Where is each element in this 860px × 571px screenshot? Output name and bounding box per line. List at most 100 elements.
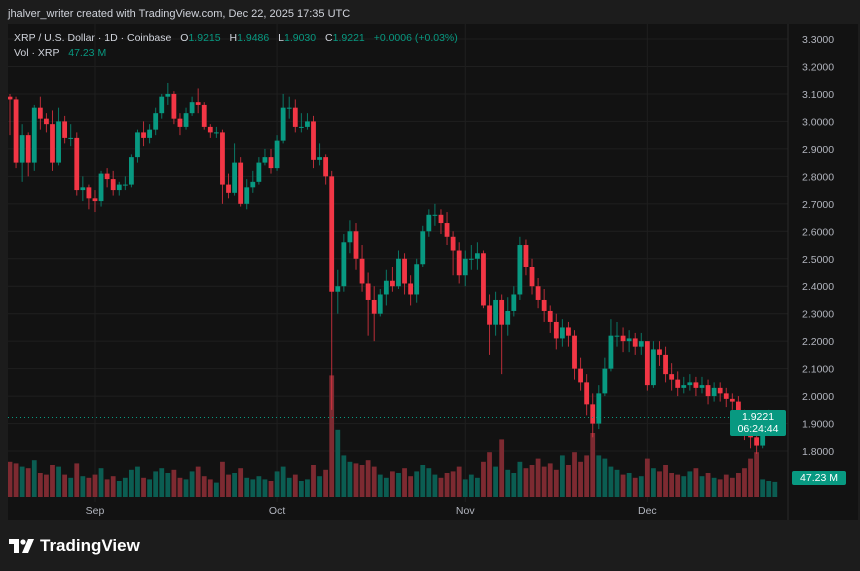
volume-bar xyxy=(590,433,596,497)
volume-bar xyxy=(414,471,420,497)
candle-body xyxy=(25,135,31,163)
candle-body xyxy=(687,382,693,386)
candle-body xyxy=(432,214,438,216)
chart-pane[interactable]: 3.3000 3.2000 3.1000 3.0000 2.9000 2.8000 2.70… xyxy=(8,24,858,520)
candle-body xyxy=(50,124,55,163)
candle-body xyxy=(177,118,183,127)
candle-body xyxy=(663,354,668,375)
low-value: 1.9030 xyxy=(284,32,317,44)
candle-body xyxy=(329,176,335,292)
volume-bar xyxy=(396,473,401,497)
volume-bar xyxy=(748,458,753,497)
volume-bar xyxy=(226,474,231,497)
candle-body xyxy=(98,173,104,202)
volume-bar xyxy=(468,474,474,497)
volume-bar xyxy=(195,466,201,497)
volume-bar xyxy=(456,466,462,497)
candle-body xyxy=(62,121,68,138)
candle-body xyxy=(86,187,92,199)
volume-bar xyxy=(420,465,426,497)
brand-name: TradingView xyxy=(40,536,140,555)
volume-bar xyxy=(663,465,668,497)
y-tick-label: 2.6000 xyxy=(802,226,834,238)
symbol-title[interactable]: XRP / U.S. Dollar · 1D · Coinbase xyxy=(14,32,172,44)
candlestick-chart[interactable]: 3.3000 3.2000 3.1000 3.0000 2.9000 2.8000 2.70… xyxy=(8,24,858,520)
candle-body xyxy=(244,187,250,204)
volume-value: 47.23 M xyxy=(68,47,107,59)
candle-body xyxy=(626,338,632,342)
volume-bar xyxy=(699,476,705,497)
candle-body xyxy=(135,132,140,158)
volume-bar xyxy=(311,465,316,497)
candle-body xyxy=(553,321,559,339)
tradingview-logo[interactable]: TradingView xyxy=(9,536,140,556)
candle-body xyxy=(450,236,456,251)
candle-body xyxy=(159,96,165,114)
candle-body xyxy=(147,129,153,138)
candle-body xyxy=(153,113,159,130)
y-tick-label: 2.7000 xyxy=(802,199,834,211)
volume-bar xyxy=(505,469,511,497)
volume-bar xyxy=(31,460,37,497)
candle-body xyxy=(402,258,407,284)
candle-body xyxy=(44,118,49,125)
last-price: 1.9221 xyxy=(741,410,775,423)
volume-bar xyxy=(153,471,159,497)
volume-bar xyxy=(675,474,681,497)
volume-bar xyxy=(766,481,772,497)
candle-body xyxy=(274,140,280,169)
candle-body xyxy=(183,113,189,127)
candle-body xyxy=(232,162,237,193)
volume-bar xyxy=(644,458,650,497)
volume-label[interactable]: Vol · XRP xyxy=(14,47,60,59)
candle-body xyxy=(213,132,219,134)
candle-body xyxy=(505,310,511,325)
high-label: H xyxy=(229,32,238,44)
volume-bar xyxy=(256,476,262,497)
candle-body xyxy=(535,286,541,300)
candle-body xyxy=(129,157,134,185)
candle-body xyxy=(584,382,590,405)
volume-bar xyxy=(110,476,116,497)
candle-body xyxy=(499,299,505,325)
volume-bar xyxy=(553,469,559,497)
candle-body xyxy=(590,404,596,424)
candle-body xyxy=(529,267,535,287)
volume-bar xyxy=(566,465,571,497)
candle-body xyxy=(268,157,274,169)
volume-bar xyxy=(614,469,620,497)
candle-body xyxy=(110,179,116,191)
candle-body xyxy=(104,173,110,180)
volume-bar xyxy=(177,477,183,497)
volume-bar xyxy=(165,473,171,497)
volume-bar xyxy=(602,458,608,497)
candle-body xyxy=(559,327,565,339)
volume-bar xyxy=(171,469,177,497)
candle-body xyxy=(620,335,626,342)
candle-body xyxy=(323,157,329,177)
volume-bar xyxy=(705,473,711,497)
candle-body xyxy=(141,132,146,138)
volume-bar xyxy=(638,476,644,497)
volume-bar xyxy=(250,479,256,497)
candle-body xyxy=(657,349,662,355)
volume-bar xyxy=(220,461,225,497)
candle-body xyxy=(56,121,61,163)
open-label: O xyxy=(180,32,189,44)
candle-body xyxy=(347,231,353,243)
volume-bar xyxy=(511,473,517,497)
volume-bar xyxy=(681,476,687,497)
volume-bar xyxy=(620,474,626,497)
volume-row: Vol · XRP 47.23 M xyxy=(14,46,458,61)
volume-bar xyxy=(481,461,486,497)
candle-body xyxy=(305,121,310,127)
candle-body xyxy=(377,294,383,314)
volume-bar xyxy=(717,479,723,497)
candle-body xyxy=(578,368,583,383)
candle-body xyxy=(250,181,256,188)
y-tick-label: 3.2000 xyxy=(802,61,834,73)
volume-bar xyxy=(50,465,55,497)
candle-body xyxy=(390,280,395,287)
symbol-legend: XRP / U.S. Dollar · 1D · Coinbase O1.921… xyxy=(14,31,458,61)
x-tick-label: Oct xyxy=(269,505,285,517)
